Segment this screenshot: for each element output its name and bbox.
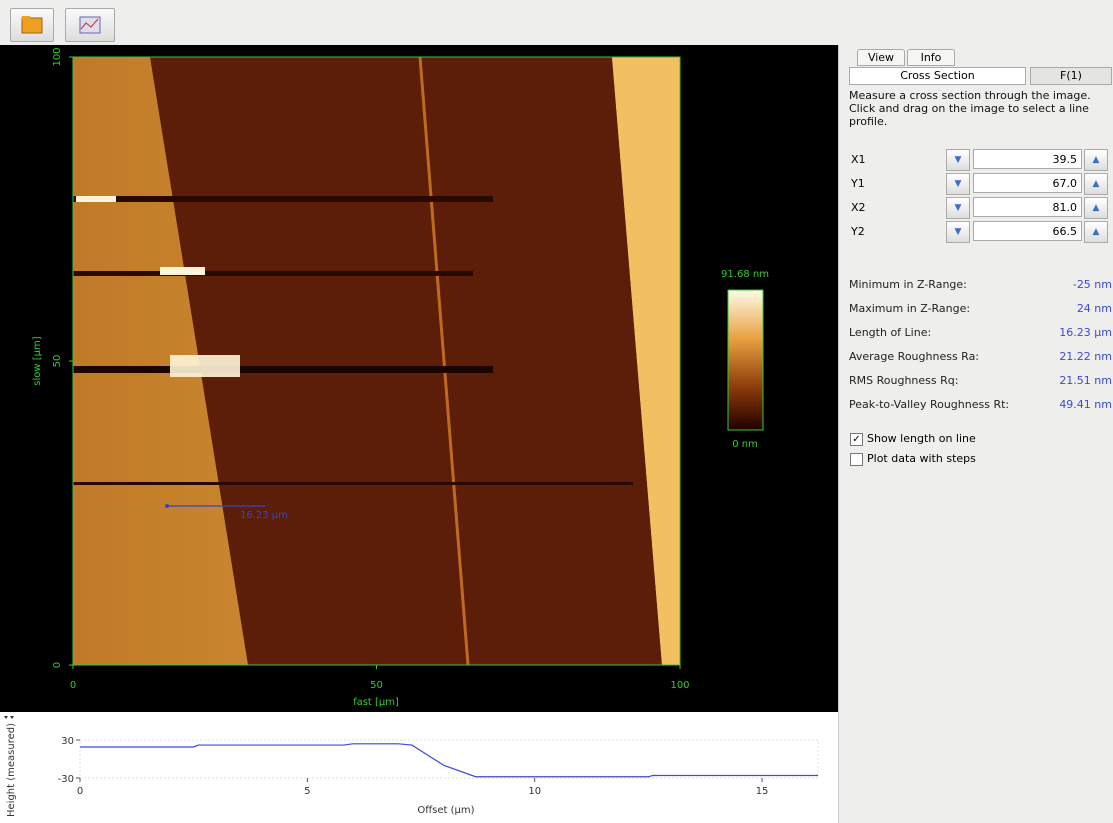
y-tick-label: 30	[61, 736, 74, 747]
line-length-label: 16.23 µm	[240, 510, 288, 521]
checkbox[interactable]: ✓	[850, 433, 863, 446]
y-tick-label: -30	[58, 774, 74, 785]
image-view: 16.23 µm 91.68 nm 0 nm fast [µm] slow [µ…	[0, 45, 838, 712]
decrement[interactable]: ▼	[946, 173, 970, 195]
description: Measure a cross section through the imag…	[849, 89, 1104, 128]
field-value[interactable]: 39.5	[973, 149, 1082, 169]
stat-label: Maximum in Z-Range:	[849, 302, 970, 315]
tab[interactable]: Info	[907, 49, 955, 66]
x-tick-label: 10	[528, 786, 541, 797]
y-tick-label: 0	[52, 662, 63, 668]
stat-value: 49.41 nm	[1059, 398, 1112, 411]
decrement[interactable]: ▼	[946, 197, 970, 219]
checkbox[interactable]	[850, 453, 863, 466]
checkbox-label: Show length on line	[867, 432, 976, 445]
afm-image[interactable]	[73, 57, 680, 665]
profile-plot: Offset (µm) Height (measured) 30 -300 5 10 1…	[0, 712, 838, 823]
stat-value: -25 nm	[1073, 278, 1112, 291]
stat-value: 16.23 µm	[1059, 326, 1112, 339]
field-value[interactable]: 67.0	[973, 173, 1082, 193]
increment[interactable]: ▲	[1084, 197, 1108, 219]
checkbox-label: Plot data with steps	[867, 452, 976, 465]
x-tick-label: 50	[370, 680, 383, 691]
colorbar-max: 91.68 nm	[721, 269, 769, 280]
decrement[interactable]: ▼	[946, 221, 970, 243]
field-value[interactable]: 81.0	[973, 197, 1082, 217]
increment[interactable]: ▲	[1084, 149, 1108, 171]
x-tick-label: 5	[304, 786, 310, 797]
increment[interactable]: ▲	[1084, 221, 1108, 243]
plot-area	[80, 740, 818, 778]
stat-value: 21.51 nm	[1059, 374, 1112, 387]
y-axis-label: Height (measured)	[6, 723, 17, 817]
field-label: Y1	[851, 177, 865, 190]
colorbar-min: 0 nm	[732, 439, 758, 450]
line-handle[interactable]	[165, 504, 169, 508]
subtab[interactable]: F(1)	[1030, 67, 1112, 85]
x-tick-label: 15	[756, 786, 769, 797]
x-tick-label: 100	[670, 680, 689, 691]
stat-value: 24 nm	[1077, 302, 1112, 315]
open-icon	[11, 9, 53, 41]
x-axis-label: fast [µm]	[353, 697, 399, 708]
page: {"image": {"xlim": [0, 100], "ylim": [0,…	[0, 0, 1113, 823]
tab[interactable]: View	[857, 49, 905, 66]
field-value[interactable]: 66.5	[973, 221, 1082, 241]
decrement[interactable]: ▼	[946, 149, 970, 171]
field-label: Y2	[851, 225, 865, 238]
x-tick-label: 0	[70, 680, 76, 691]
y-tick-label: 100	[52, 47, 63, 66]
stat-value: 21.22 nm	[1059, 350, 1112, 363]
colorbar	[728, 290, 763, 430]
subtab[interactable]: Cross Section	[849, 67, 1026, 85]
app-window: 16.23 µm 91.68 nm 0 nm fast [µm] slow [µ…	[0, 0, 1113, 823]
increment[interactable]: ▲	[1084, 173, 1108, 195]
x-tick-label: 0	[77, 786, 83, 797]
stat-label: Peak-to-Valley Roughness Rt:	[849, 398, 1009, 411]
stat-label: Average Roughness Ra:	[849, 350, 979, 363]
field-label: X1	[851, 153, 866, 166]
chart-button[interactable]	[65, 8, 115, 42]
open-button[interactable]	[10, 8, 54, 42]
field-label: X2	[851, 201, 866, 214]
x-axis-label: Offset (µm)	[417, 805, 474, 816]
stat-label: RMS Roughness Rq:	[849, 374, 958, 387]
y-axis-label: slow [µm]	[32, 336, 43, 385]
stat-label: Minimum in Z-Range:	[849, 278, 967, 291]
y-tick-label: 50	[52, 355, 63, 368]
chart-icon	[66, 9, 114, 41]
stat-label: Length of Line:	[849, 326, 931, 339]
